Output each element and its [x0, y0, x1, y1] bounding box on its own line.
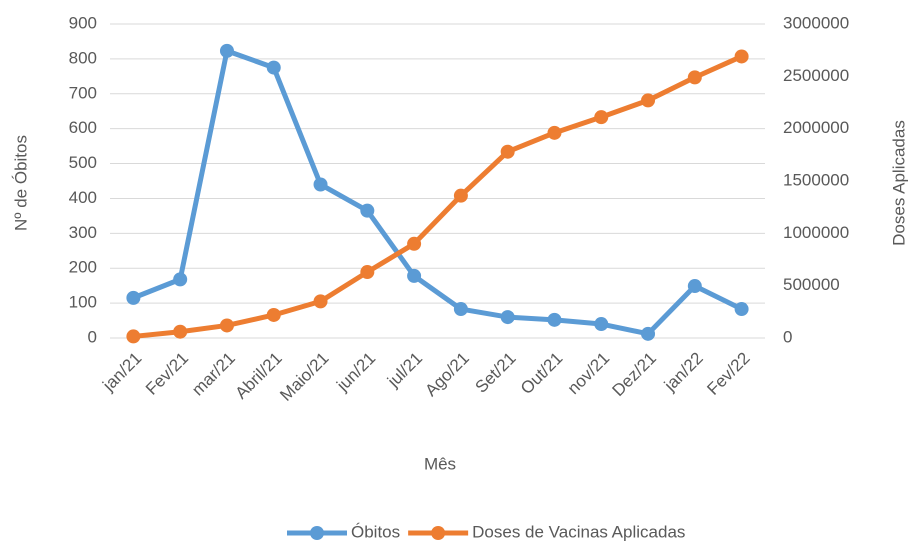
y2-tick-label: 1500000 — [783, 170, 849, 189]
y2-tick-label: 3000000 — [783, 13, 849, 32]
marker — [126, 329, 141, 344]
marker — [173, 324, 188, 339]
y-tick-label: 0 — [88, 327, 97, 346]
y2-tick-label: 2500000 — [783, 66, 849, 85]
y-tick-label: 500 — [69, 153, 97, 172]
y-tick-label: 100 — [69, 293, 97, 312]
line — [133, 54, 743, 339]
marker — [313, 294, 328, 309]
y-tick-label: 900 — [69, 13, 97, 32]
y2-tick-label: 500000 — [783, 275, 840, 294]
y2-tick-label: 2000000 — [783, 118, 849, 137]
x-tick-label: nov/21 — [564, 349, 614, 399]
marker — [594, 317, 609, 332]
y-tick-label: 700 — [69, 83, 97, 102]
x-tick-label: Set/21 — [471, 349, 519, 397]
x-axis-title: Mês — [424, 454, 456, 473]
x-tick-label: mar/21 — [188, 349, 239, 400]
marker — [734, 302, 749, 317]
marker — [219, 318, 234, 333]
marker — [266, 307, 281, 322]
marker — [547, 125, 562, 140]
x-tick-label: Ago/21 — [421, 349, 473, 401]
y-tick-label: 400 — [69, 188, 97, 207]
x-tick-label: jun/21 — [332, 349, 379, 396]
y-axis-title: Nº de Óbitos — [11, 135, 30, 231]
marker — [453, 188, 468, 203]
marker — [500, 310, 515, 325]
marker — [547, 312, 562, 327]
y-tick-label: 600 — [69, 118, 97, 137]
legend-marker — [310, 526, 324, 540]
marker — [126, 290, 141, 305]
marker — [173, 272, 188, 287]
marker — [407, 268, 422, 283]
x-tick-label: Out/21 — [517, 349, 567, 399]
marker — [687, 70, 702, 85]
y-tick-label: 800 — [69, 48, 97, 67]
y-tick-label: 300 — [69, 223, 97, 242]
marker — [453, 302, 468, 317]
x-tick-label: jul/21 — [383, 349, 426, 392]
y-tick-label: 200 — [69, 258, 97, 277]
x-tick-label: Fev/22 — [703, 349, 753, 399]
line — [132, 48, 743, 337]
x-tick-label: Abril/21 — [232, 349, 286, 403]
marker — [360, 265, 375, 280]
marker — [266, 60, 281, 75]
marker — [734, 49, 749, 64]
x-tick-label: jan/22 — [660, 349, 707, 396]
marker — [313, 177, 328, 192]
marker — [219, 43, 234, 58]
marker — [594, 110, 609, 125]
legend-label: Óbitos — [351, 522, 400, 541]
x-tick-label: Maio/21 — [276, 349, 332, 405]
marker — [407, 236, 422, 251]
legend-marker — [431, 526, 446, 540]
x-tick-label: jan/21 — [98, 349, 145, 396]
marker — [500, 144, 515, 159]
x-tick-label: Dez/21 — [609, 349, 661, 401]
marker — [641, 326, 656, 341]
y2-tick-label: 1000000 — [783, 223, 849, 242]
marker — [687, 279, 702, 294]
x-tick-label: Fev/21 — [142, 349, 192, 399]
y2-axis-title: Doses Aplicadas — [889, 120, 908, 246]
legend-label: Doses de Vacinas Aplicadas — [472, 522, 685, 541]
y2-tick-label: 0 — [783, 327, 792, 346]
marker — [360, 203, 375, 218]
marker — [641, 93, 656, 108]
